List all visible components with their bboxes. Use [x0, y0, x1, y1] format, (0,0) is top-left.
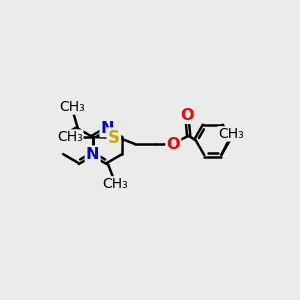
Text: CH₃: CH₃: [57, 130, 83, 144]
Text: O: O: [180, 108, 194, 123]
Text: S: S: [108, 129, 120, 147]
Text: N: N: [86, 147, 99, 162]
Text: O: O: [167, 136, 180, 152]
Text: N: N: [101, 121, 114, 136]
Text: CH₃: CH₃: [59, 100, 85, 114]
Text: CH₃: CH₃: [218, 127, 244, 141]
Text: CH₃: CH₃: [103, 177, 128, 191]
